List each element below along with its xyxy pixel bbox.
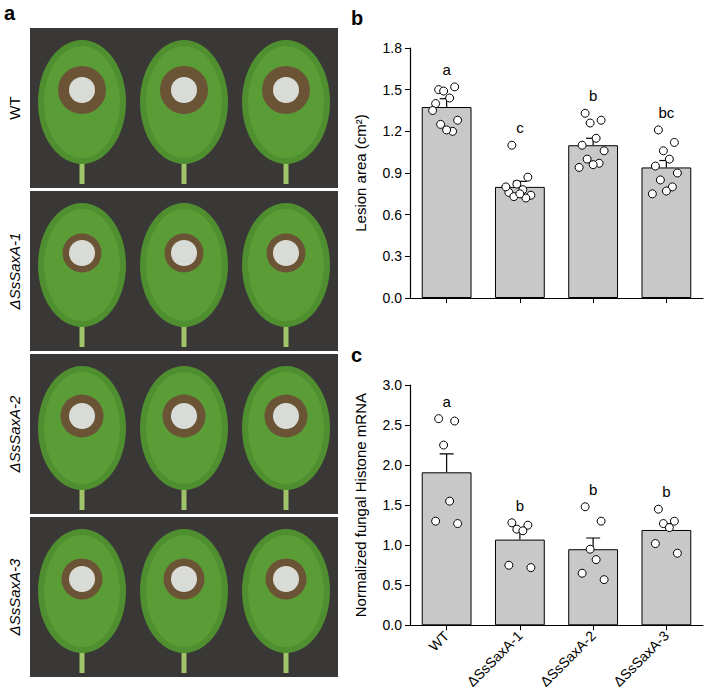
svg-text:bc: bc xyxy=(658,104,674,121)
svg-text:Lesion area (cm²): Lesion area (cm²) xyxy=(352,114,369,232)
svg-text:ΔSsSaxA-2: ΔSsSaxA-2 xyxy=(6,395,23,473)
svg-text:a: a xyxy=(442,393,451,410)
svg-text:WT: WT xyxy=(426,627,453,654)
svg-text:0.6: 0.6 xyxy=(383,207,403,223)
svg-text:ΔSsSaxA-1: ΔSsSaxA-1 xyxy=(6,233,23,311)
svg-text:a: a xyxy=(4,2,16,24)
svg-text:b: b xyxy=(662,483,670,500)
svg-text:1.5: 1.5 xyxy=(383,82,403,98)
svg-text:ΔSsSaxA-2: ΔSsSaxA-2 xyxy=(537,627,599,689)
svg-text:c: c xyxy=(351,344,362,366)
svg-text:b: b xyxy=(589,481,597,498)
svg-text:ΔSsSaxA-3: ΔSsSaxA-3 xyxy=(6,558,23,636)
svg-text:a: a xyxy=(442,61,451,78)
svg-text:ΔSsSaxA-3: ΔSsSaxA-3 xyxy=(610,627,672,689)
svg-text:3.0: 3.0 xyxy=(383,377,403,393)
svg-text:Normalized fungal Histone mRNA: Normalized fungal Histone mRNA xyxy=(352,393,369,617)
svg-text:0.0: 0.0 xyxy=(383,617,403,633)
svg-text:0.9: 0.9 xyxy=(383,165,403,181)
svg-text:ΔSsSaxA-1: ΔSsSaxA-1 xyxy=(464,627,526,689)
svg-text:0.5: 0.5 xyxy=(383,577,403,593)
svg-text:2.0: 2.0 xyxy=(383,457,403,473)
svg-text:1.8: 1.8 xyxy=(383,40,403,56)
svg-text:b: b xyxy=(589,87,597,104)
svg-text:1.5: 1.5 xyxy=(383,497,403,513)
svg-text:WT: WT xyxy=(6,96,23,119)
svg-text:1.0: 1.0 xyxy=(383,537,403,553)
svg-text:b: b xyxy=(516,497,524,514)
svg-text:2.5: 2.5 xyxy=(383,417,403,433)
svg-text:c: c xyxy=(516,119,524,136)
svg-text:b: b xyxy=(351,7,363,29)
svg-text:1.2: 1.2 xyxy=(383,123,403,139)
svg-text:0.0: 0.0 xyxy=(383,290,403,306)
svg-text:0.3: 0.3 xyxy=(383,248,403,264)
